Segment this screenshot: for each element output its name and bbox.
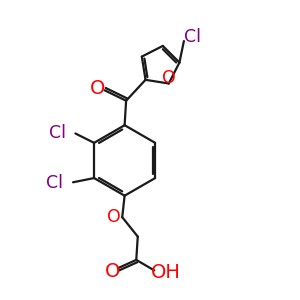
Text: O: O	[105, 262, 120, 281]
Text: OH: OH	[151, 263, 181, 282]
Text: O: O	[90, 79, 106, 98]
Text: O: O	[107, 208, 121, 226]
Text: Cl: Cl	[46, 174, 64, 192]
Text: Cl: Cl	[184, 28, 201, 46]
Text: O: O	[162, 69, 175, 87]
Text: Cl: Cl	[49, 124, 66, 142]
